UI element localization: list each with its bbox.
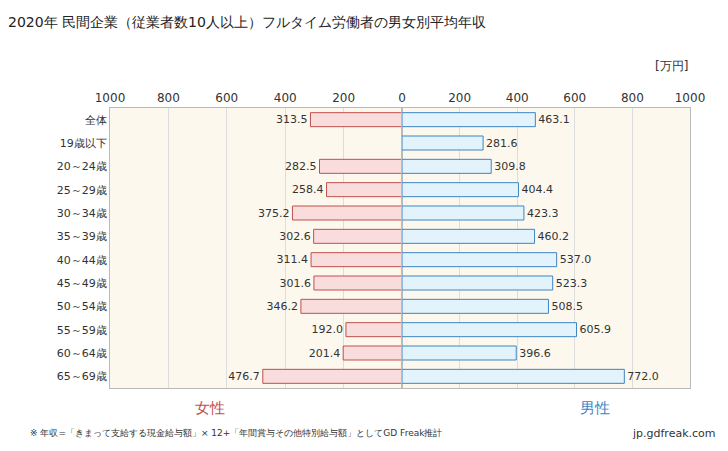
svg-text:201.4: 201.4 xyxy=(309,347,341,360)
svg-text:男性: 男性 xyxy=(580,399,610,417)
svg-text:800: 800 xyxy=(157,91,180,105)
svg-text:772.0: 772.0 xyxy=(627,370,659,383)
svg-text:20～24歳: 20～24歳 xyxy=(57,160,107,173)
svg-text:400: 400 xyxy=(274,91,297,105)
svg-text:0: 0 xyxy=(398,91,406,105)
svg-text:523.3: 523.3 xyxy=(556,277,588,290)
svg-text:375.2: 375.2 xyxy=(258,207,290,220)
svg-text:jp.gdfreak.com: jp.gdfreak.com xyxy=(632,427,716,440)
svg-text:404.4: 404.4 xyxy=(521,183,553,196)
svg-text:200: 200 xyxy=(448,91,471,105)
svg-text:2020年 民間企業（従業者数10人以上）フルタイム労働者の: 2020年 民間企業（従業者数10人以上）フルタイム労働者の男女別平均年収 xyxy=(8,14,486,30)
svg-text:30～34歳: 30～34歳 xyxy=(57,207,107,220)
svg-text:460.2: 460.2 xyxy=(538,230,570,243)
svg-text:19歳以下: 19歳以下 xyxy=(60,137,107,150)
svg-text:200: 200 xyxy=(332,91,355,105)
svg-text:281.6: 281.6 xyxy=(486,137,517,150)
svg-text:1000: 1000 xyxy=(675,91,706,105)
svg-text:女性: 女性 xyxy=(195,399,225,417)
svg-text:282.5: 282.5 xyxy=(285,160,317,173)
svg-text:55～59歳: 55～59歳 xyxy=(57,324,107,337)
svg-text:25～29歳: 25～29歳 xyxy=(57,184,107,197)
svg-text:423.3: 423.3 xyxy=(527,207,559,220)
svg-text:[万円]: [万円] xyxy=(655,59,688,73)
svg-text:311.4: 311.4 xyxy=(277,253,309,266)
svg-text:508.5: 508.5 xyxy=(551,300,583,313)
svg-text:※ 年収=「きまって支給する現金給与額」× 12+「年間賞与: ※ 年収=「きまって支給する現金給与額」× 12+「年間賞与その他特別給与額」と… xyxy=(30,428,442,438)
svg-text:35～39歳: 35～39歳 xyxy=(57,230,107,243)
svg-text:309.8: 309.8 xyxy=(494,160,525,173)
svg-text:396.6: 396.6 xyxy=(519,347,551,360)
svg-text:600: 600 xyxy=(215,91,238,105)
svg-text:313.5: 313.5 xyxy=(276,113,308,126)
svg-text:537.0: 537.0 xyxy=(560,253,592,266)
svg-text:605.9: 605.9 xyxy=(580,323,612,336)
svg-text:302.6: 302.6 xyxy=(279,230,311,243)
svg-text:463.1: 463.1 xyxy=(538,113,570,126)
svg-text:346.2: 346.2 xyxy=(266,300,298,313)
svg-text:60～64歳: 60～64歳 xyxy=(57,347,107,360)
svg-text:800: 800 xyxy=(621,91,644,105)
svg-text:40～44歳: 40～44歳 xyxy=(57,254,107,267)
svg-text:476.7: 476.7 xyxy=(228,370,259,383)
svg-text:192.0: 192.0 xyxy=(311,323,343,336)
svg-text:400: 400 xyxy=(506,91,529,105)
svg-text:600: 600 xyxy=(563,91,586,105)
svg-text:258.4: 258.4 xyxy=(292,183,324,196)
svg-text:全体: 全体 xyxy=(85,114,107,127)
svg-text:45～49歳: 45～49歳 xyxy=(57,277,107,290)
svg-text:50～54歳: 50～54歳 xyxy=(57,300,107,313)
svg-text:1000: 1000 xyxy=(95,91,126,105)
svg-text:301.6: 301.6 xyxy=(279,277,311,290)
svg-text:65～69歳: 65～69歳 xyxy=(57,370,107,383)
